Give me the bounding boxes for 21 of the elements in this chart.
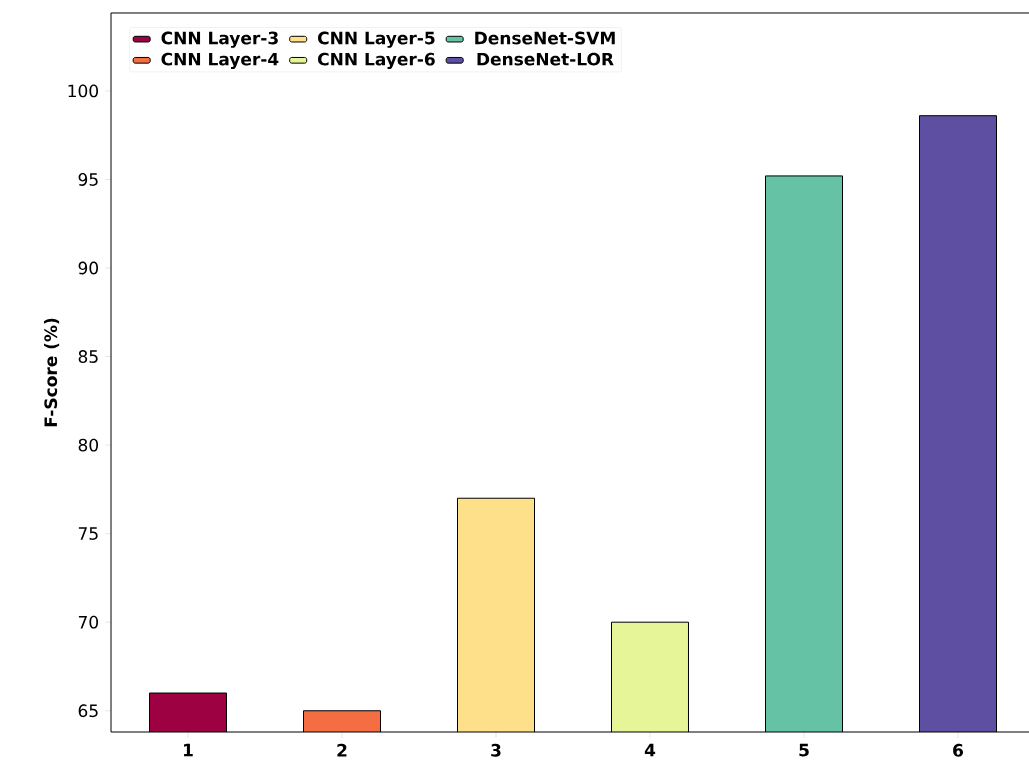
- x-tick-label: 1: [184, 743, 193, 757]
- x-tick-label: 4: [644, 743, 656, 757]
- legend-label: CNN Layer-3: [161, 31, 278, 48]
- y-tick-label: 70: [78, 615, 98, 629]
- x-tick-label: 6: [953, 743, 964, 757]
- y-tick-label: 80: [78, 438, 98, 452]
- x-tick-label: 2: [337, 743, 347, 757]
- legend-label: DenseNet-LOR: [477, 52, 614, 66]
- y-tick-label: 65: [78, 704, 98, 718]
- legend-label: DenseNet-SVM: [475, 31, 615, 45]
- y-tick-label: 85: [78, 350, 98, 363]
- x-tick-label: 5: [799, 743, 809, 757]
- y-tick-label: 75: [78, 527, 98, 540]
- y-axis-title: F-Score (%): [44, 318, 60, 427]
- y-tick-label: 90: [78, 261, 98, 275]
- legend-label: CNN Layer-6: [318, 52, 435, 69]
- legend-label: CNN Layer-4: [161, 52, 279, 69]
- legend-label: CNN Layer-5: [318, 31, 435, 48]
- y-tick-label: 95: [78, 173, 98, 186]
- x-tick-label: 3: [491, 743, 501, 757]
- y-tick-label: 100: [68, 84, 98, 98]
